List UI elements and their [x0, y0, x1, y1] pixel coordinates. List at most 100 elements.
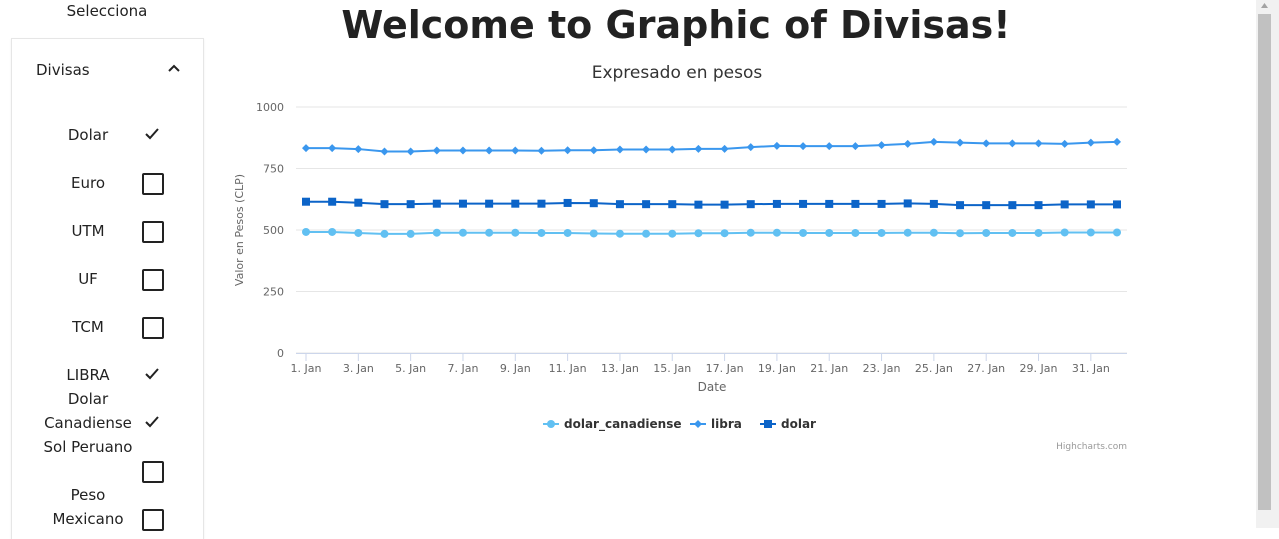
checkmark-icon[interactable]	[143, 126, 161, 142]
data-point	[589, 146, 598, 155]
data-point	[668, 200, 677, 209]
data-point	[982, 201, 991, 210]
data-point	[642, 145, 651, 154]
data-point	[929, 199, 938, 208]
data-point	[302, 197, 310, 206]
checkbox[interactable]	[142, 269, 164, 291]
data-point	[825, 142, 834, 151]
checkbox[interactable]	[142, 317, 164, 339]
data-point	[1113, 200, 1121, 209]
data-point	[511, 199, 520, 208]
data-point	[615, 145, 624, 154]
data-point	[432, 146, 441, 155]
chevron-up-icon	[168, 64, 180, 72]
checkmark-icon[interactable]	[143, 366, 161, 382]
data-point	[354, 145, 363, 154]
y-axis-title: Valor en Pesos (CLP)	[233, 174, 246, 286]
currency-option-label: Dolar	[67, 126, 109, 144]
data-point	[668, 145, 677, 154]
currency-option[interactable]: Peso Mexicano	[12, 486, 203, 539]
checkbox[interactable]	[142, 461, 164, 483]
data-point	[799, 228, 808, 237]
data-point	[903, 199, 912, 208]
x-tick-label: 23. Jan	[863, 362, 901, 375]
y-tick-label: 500	[263, 224, 284, 237]
x-tick-label: 25. Jan	[915, 362, 953, 375]
y-tick-label: 750	[263, 163, 284, 176]
y-tick-label: 0	[277, 347, 284, 360]
data-point	[354, 228, 363, 237]
data-point	[380, 229, 389, 238]
data-point	[825, 199, 834, 208]
data-point	[563, 228, 572, 237]
scrollbar-thumb[interactable]	[1258, 14, 1271, 510]
data-point	[956, 201, 965, 210]
data-point	[956, 138, 965, 147]
divisas-accordion-header[interactable]: Divisas	[12, 39, 203, 103]
currency-option[interactable]: Dolar	[12, 111, 203, 159]
x-tick-label: 21. Jan	[810, 362, 848, 375]
data-point	[877, 228, 886, 237]
currency-option[interactable]: Dolar Canadiense	[12, 390, 203, 447]
data-point	[406, 147, 415, 156]
data-point	[380, 200, 389, 209]
data-point	[1034, 228, 1043, 237]
divisas-section-label: Divisas	[36, 61, 90, 79]
currency-option[interactable]: UTM	[12, 207, 203, 255]
x-tick-label: 31. Jan	[1072, 362, 1110, 375]
data-point	[563, 198, 572, 207]
currency-option-label: Peso Mexicano	[52, 486, 124, 528]
data-point	[720, 229, 729, 238]
x-tick-label: 1. Jan	[291, 362, 322, 375]
data-point	[1113, 228, 1121, 237]
legend-item-label: dolar	[781, 417, 816, 431]
data-point	[694, 144, 703, 153]
data-point	[615, 200, 624, 209]
data-point	[1060, 139, 1069, 148]
data-point	[302, 144, 310, 153]
x-tick-label: 27. Jan	[967, 362, 1005, 375]
data-point	[380, 147, 389, 156]
data-point	[799, 142, 808, 151]
data-point	[511, 146, 520, 155]
checkbox[interactable]	[142, 173, 164, 195]
data-point	[589, 199, 598, 208]
series-line-dolar-canadiense	[306, 230, 1117, 235]
currency-option[interactable]: TCM	[12, 303, 203, 351]
series-line-dolar	[306, 200, 1117, 207]
checkmark-icon[interactable]	[143, 414, 161, 430]
x-tick-label: 15. Jan	[653, 362, 691, 375]
currency-option-label: Dolar Canadiense	[44, 390, 132, 432]
x-tick-label: 19. Jan	[758, 362, 796, 375]
data-point	[929, 228, 938, 237]
data-point	[328, 197, 337, 206]
scroll-up-arrow-icon[interactable]	[1258, 0, 1271, 12]
currency-option[interactable]: Euro	[12, 159, 203, 207]
currency-option[interactable]: UF	[12, 255, 203, 303]
data-point	[799, 199, 808, 208]
data-point	[772, 141, 781, 150]
data-point	[956, 229, 965, 238]
data-point	[563, 146, 572, 155]
x-axis-title: Date	[698, 380, 727, 394]
data-point	[485, 228, 494, 237]
x-tick-label: 9. Jan	[500, 362, 531, 375]
chart-title: Expresado en pesos	[592, 63, 763, 83]
data-point	[746, 143, 755, 152]
currency-option[interactable]: Sol Peruano	[12, 438, 203, 495]
data-point	[642, 200, 651, 209]
data-point	[851, 228, 860, 237]
data-point	[458, 146, 467, 155]
data-point	[432, 228, 441, 237]
data-point	[537, 146, 546, 155]
data-point	[1008, 201, 1017, 210]
data-point	[694, 229, 703, 238]
data-point	[929, 137, 938, 146]
data-point	[1086, 138, 1095, 147]
data-point	[406, 229, 415, 238]
checkbox[interactable]	[142, 221, 164, 243]
data-point	[458, 228, 467, 237]
series-line-libra	[306, 140, 1118, 153]
data-point	[877, 141, 886, 150]
currency-option[interactable]: LIBRA	[12, 351, 203, 399]
